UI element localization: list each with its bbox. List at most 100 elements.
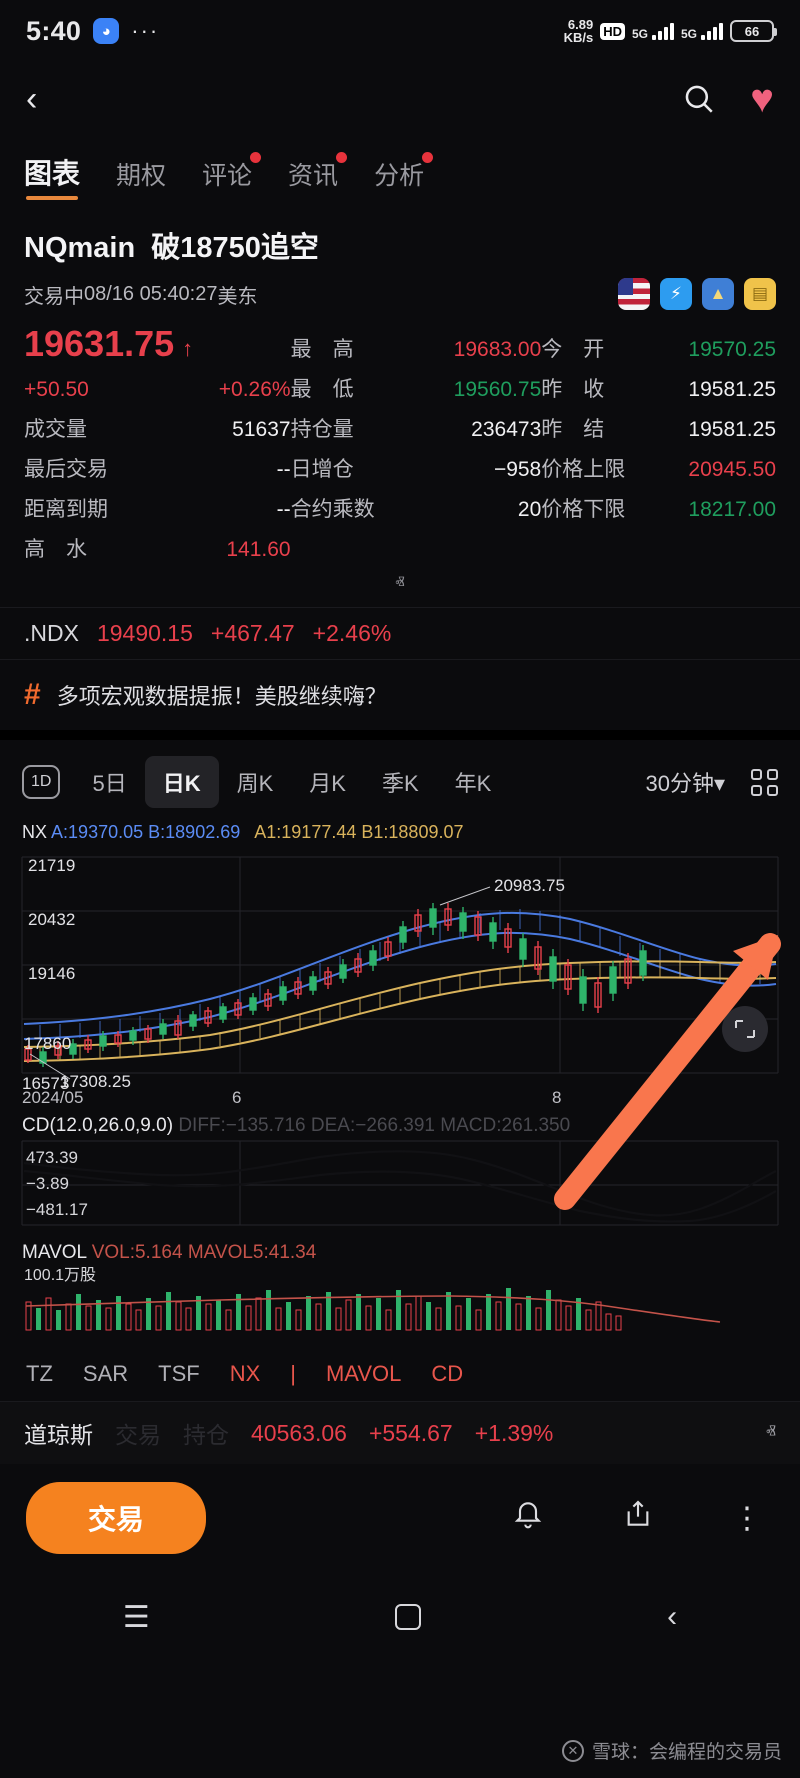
signal-bars-icon <box>701 22 723 40</box>
tab-label: 资讯 <box>288 162 338 190</box>
back-button[interactable]: ‹ <box>26 82 37 116</box>
tab-comments[interactable]: 评论 <box>202 156 252 198</box>
period-yearly[interactable]: 年K <box>437 756 510 808</box>
quote-value: 18217.00 <box>688 498 776 522</box>
lightning-2-icon[interactable]: ⚡ <box>660 278 692 310</box>
price-change: +50.50 <box>24 378 89 402</box>
interval-dropdown[interactable]: 30分钟▾ <box>635 766 735 798</box>
price-change-pct: +0.26% <box>219 378 291 402</box>
period-5day[interactable]: 5日 <box>74 756 144 808</box>
macd-title: CD(12.0,26.0,9.0) <box>22 1115 173 1136</box>
sim2-signal: 5G <box>681 22 723 40</box>
quote-row: +50.50 +0.26% 最 低 19560.75 昨 收 19581.25 <box>24 373 776 403</box>
news-banner[interactable]: # 多项宏观数据提振！美股继续嗨？ <box>0 659 800 740</box>
quote-cell-open-interest: 持仓量 236473 <box>291 413 542 443</box>
indicator-tab-sar[interactable]: SAR <box>83 1361 128 1387</box>
change-cell: +50.50 +0.26% <box>24 378 291 402</box>
quote-row: 最后交易 -- 日增仓 −958 价格上限 20945.50 <box>24 453 776 483</box>
quote-label: 最 低 <box>291 373 354 403</box>
instrument-badges: ⚡ ▲ ▤ <box>618 278 776 310</box>
tab-analysis[interactable]: 分析 <box>374 156 424 198</box>
period-monthly[interactable]: 月K <box>291 756 364 808</box>
more-vertical-icon[interactable]: ⋮ <box>732 1501 762 1536</box>
collapse-quote-button[interactable]: ⱏ <box>24 573 776 607</box>
quote-cell-prev-settle: 昨 结 19581.25 <box>541 413 776 443</box>
macd-tick-1: −3.89 <box>26 1174 69 1193</box>
y-axis-tick-3: 17860 <box>24 1034 71 1053</box>
interval-dropdown-label: 30分钟 <box>645 771 713 796</box>
period-daily[interactable]: 日K <box>145 756 219 808</box>
quote-cell-low: 最 低 19560.75 <box>291 373 542 403</box>
home-square-icon[interactable] <box>395 1604 421 1630</box>
period-weekly[interactable]: 周K <box>219 756 292 808</box>
indicator-tab-nx[interactable]: NX <box>230 1361 261 1387</box>
indicator-tab-mavol[interactable]: MAVOL <box>326 1361 401 1387</box>
signal-bars-icon <box>652 22 674 40</box>
y-axis-tick-1: 20432 <box>28 910 75 929</box>
quote-cell-daily-oi-change: 日增仓 −958 <box>291 453 542 483</box>
macd-diff: DIFF:−135.716 <box>178 1115 305 1136</box>
share-icon[interactable] <box>622 1498 654 1538</box>
menu-icon[interactable]: ☰ <box>123 1600 150 1635</box>
related-index-row[interactable]: .NDX 19490.15 +467.47 +2.46% ⱟ <box>0 607 800 659</box>
gold-bars-icon[interactable]: ▲ <box>702 278 734 310</box>
index-change-pct: +2.46% <box>313 620 392 647</box>
macd-tick-0: 473.39 <box>26 1148 78 1167</box>
badge-dot <box>250 152 261 163</box>
chevron-up-icon[interactable]: ⱏ <box>766 1422 776 1445</box>
back-chevron-icon[interactable]: ‹ <box>667 1600 677 1634</box>
status-time: 5:40 <box>26 16 81 47</box>
watermark: ✕ 雪球：会编程的交易员 <box>562 1737 782 1764</box>
ticker-price: 40563.06 <box>251 1420 347 1447</box>
quote-value: 51637 <box>232 418 290 442</box>
chart-high-callout: 20983.75 <box>494 876 565 895</box>
chevron-down-icon: ▾ <box>714 771 725 796</box>
quote-cell-volume: 成交量 51637 <box>24 413 291 443</box>
quote-value: 19581.25 <box>688 418 776 442</box>
action-icons: ⋮ <box>512 1498 774 1538</box>
mavol-vol: VOL:5.164 <box>92 1242 183 1263</box>
quote-label: 成交量 <box>24 413 87 443</box>
index-change: +467.47 <box>211 620 295 647</box>
indicator-separator: | <box>290 1361 296 1387</box>
nx-label: NX <box>22 822 47 842</box>
price-chart-svg[interactable]: 21719 20432 19146 17860 16573 20983.75 1… <box>0 849 800 1109</box>
grid-layout-icon[interactable] <box>751 769 778 796</box>
ticker-name: 道琼斯 <box>24 1416 93 1450</box>
instrument-title: NQmain 破18750追空 <box>0 198 800 266</box>
indicator-tab-tz[interactable]: TZ <box>26 1361 53 1387</box>
tab-news[interactable]: 资讯 <box>288 156 338 198</box>
badge-dot <box>422 152 433 163</box>
quote-value: 141.60 <box>226 538 290 562</box>
tab-chart[interactable]: 图表 <box>24 152 80 198</box>
document-icon[interactable]: ▤ <box>744 278 776 310</box>
indicator-tab-tsf[interactable]: TSF <box>158 1361 200 1387</box>
index-price: 19490.15 <box>97 620 193 647</box>
sim1-signal: 5G <box>632 22 674 40</box>
price-chart[interactable]: 21719 20432 19146 17860 16573 20983.75 1… <box>0 849 800 1109</box>
chart-period-toolbar: 1D 5日 日K 周K 月K 季K 年K 30分钟▾ <box>0 740 800 818</box>
tab-label: 分析 <box>374 162 424 190</box>
bottom-ticker-bar[interactable]: 道琼斯 交易 持仓 40563.06 +554.67 +1.39% ⱏ <box>0 1401 800 1464</box>
macd-chart[interactable]: 473.39 −3.89 −481.17 <box>0 1137 800 1229</box>
last-price-cell: 19631.75 ↑ <box>24 326 291 362</box>
status-bar-left: 5:40 ◕ ··· <box>26 16 159 47</box>
trade-button[interactable]: 交易 <box>26 1482 206 1554</box>
us-flag-icon[interactable] <box>618 278 650 310</box>
indicator-tab-cd[interactable]: CD <box>431 1361 463 1387</box>
x-axis-tick-2: 8 <box>552 1088 561 1107</box>
search-icon[interactable] <box>682 82 716 116</box>
tab-options[interactable]: 期权 <box>116 156 166 198</box>
quote-label: 价格上限 <box>541 453 625 483</box>
system-navigation-bar: ☰ ‹ <box>0 1572 800 1662</box>
quote-datetime: 08/16 05:40:27 <box>84 283 217 306</box>
quote-label: 持仓量 <box>291 413 354 443</box>
intraday-button[interactable]: 1D <box>22 765 60 799</box>
volume-chart[interactable]: 100.1万股 <box>0 1264 800 1340</box>
heart-icon[interactable]: ♥ <box>750 79 774 119</box>
status-bar-right: 6.89 KB/s HD 5G 5G 66 <box>564 18 774 44</box>
section-tabs: 图表 期权 评论 资讯 分析 <box>0 136 800 198</box>
watermark-text: 雪球：会编程的交易员 <box>592 1737 782 1764</box>
bell-icon[interactable] <box>512 1498 544 1538</box>
period-quarterly[interactable]: 季K <box>364 756 437 808</box>
